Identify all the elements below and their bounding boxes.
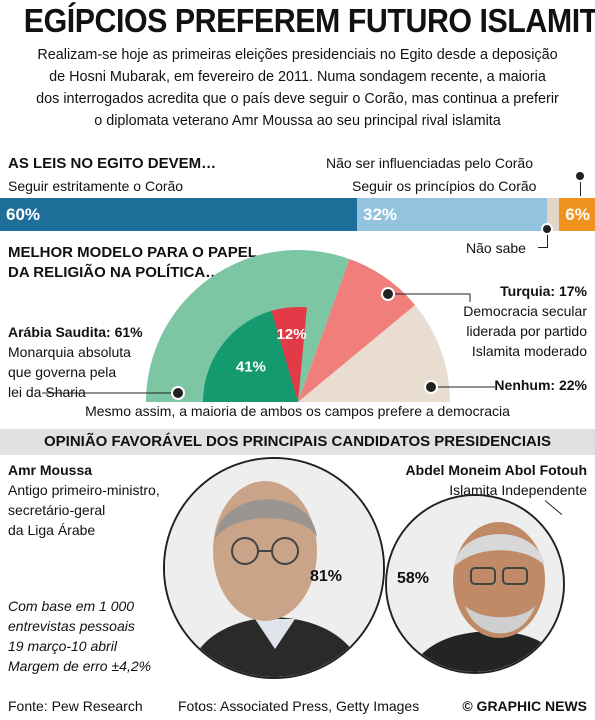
moussa-portrait-icon [165,459,383,677]
page-title: EGÍPCIOS PREFEREM FUTURO ISLAMITA [23,2,595,39]
bar-value-principles: 32% [363,205,398,224]
intro-line: o diplomata veterano Amr Moussa ao seu p… [94,112,501,129]
moussa-desc-line: da Liga Árabe [8,522,96,538]
principles-label: Seguir os princípios do Corão [352,178,537,194]
none-title: Nenhum: 22% [494,377,587,393]
dontknow-label: Não sabe [466,240,526,256]
moussa-favor: 81% [310,568,343,585]
notinfluenced-label: Não ser influenciadas pelo Corão [325,155,533,171]
methodology-line: 19 março-10 abril [8,638,117,654]
bar-segment-strict: 60% [0,198,357,231]
slice-turkey-value: 12% [277,326,307,343]
bar-segment-dontknow [547,198,560,231]
slice-saudi-value: 41% [236,359,266,376]
saudi-desc-line: lei da Sharia [8,384,86,400]
slice-saudi-inner [203,310,298,402]
turkey-leader-dot [381,287,395,301]
dontknow-leader-h [538,247,548,248]
religion-semicircle-chart: 41% 12% [42,250,495,402]
turkey-desc-line: Islamita moderado [471,343,587,359]
slice-turkey-inner [271,306,307,402]
saudi-leader-dot [171,386,185,400]
turkey-desc-line: liderada por partido [466,323,587,339]
slice-none [298,305,450,402]
intro-line: dos interrogados acredita que o país dev… [36,90,559,107]
graphic-news-credit: © GRAPHIC NEWS [462,698,587,714]
bar-segment-notinfluenced: 6% [559,198,595,231]
moussa-photo [163,457,385,679]
methodology-note: Com base em 1 000 entrevistas pessoais 1… [8,596,151,676]
fotouh-caption: Abdel Moneim Abol Fotouh Islamita Indepe… [406,460,587,500]
fotouh-leader [544,500,563,516]
turkey-title: Turquia: 17% [500,283,587,299]
dontknow-leader [547,226,548,248]
notinfluenced-leader [580,170,581,196]
bar-value-strict: 60% [6,205,41,224]
saudi-desc-line: que governa pela [8,364,117,380]
saudi-desc-line: Monarquia absoluta [8,344,131,360]
fotouh-name: Abdel Moneim Abol Fotouh [405,462,587,478]
bar-segment-principles: 32% [357,198,548,231]
source-credit: Fonte: Pew Research [8,698,143,714]
bar-value-notinfluenced: 6% [565,205,590,224]
saudi-annotation: Arábia Saudita: 61% Monarquia absoluta q… [8,322,143,402]
dontknow-leader-dot [541,223,553,235]
candidates-heading: OPINIÃO FAVORÁVEL DOS PRINCIPAIS CANDIDA… [0,429,595,455]
religion-heading-line2: DA RELIGIÃO NA POLÍTICA… [8,264,221,281]
notinfluenced-leader-dot [574,170,586,182]
fotouh-favor: 58% [397,570,430,587]
moussa-name: Amr Moussa [8,462,93,478]
moussa-caption: Amr Moussa Antigo primeiro-ministro, sec… [8,460,160,540]
methodology-line: Com base em 1 000 [8,598,135,614]
moussa-desc-line: Antigo primeiro-ministro, [8,482,160,498]
saudi-title: Arábia Saudita: 61% [8,324,143,340]
moussa-desc-line: secretário-geral [8,502,106,518]
turkey-desc-line: Democracia secular [463,303,587,319]
fotouh-photo [385,494,565,674]
strict-label: Seguir estritamente o Corão [8,178,184,194]
methodology-line: Margem de erro ±4,2% [8,658,152,674]
turkey-leader [388,293,471,302]
intro-paragraph: Realizam-se hoje as primeiras eleições p… [18,44,578,132]
democracy-note: Mesmo assim, a maioria de ambos os campo… [85,403,510,419]
intro-line: Realizam-se hoje as primeiras eleições p… [37,46,558,63]
turkey-annotation: Turquia: 17% Democracia secular liderada… [463,281,587,361]
laws-heading: AS LEIS NO EGITO DEVEM… [8,155,217,172]
photo-credit: Fotos: Associated Press, Getty Images [178,698,420,714]
methodology-line: entrevistas pessoais [8,618,135,634]
religion-heading-line1: MELHOR MODELO PARA O PAPEL [8,244,257,261]
intro-line: de Hosni Mubarak, em fevereiro de 2011. … [49,68,546,85]
none-leader-dot [424,380,438,394]
